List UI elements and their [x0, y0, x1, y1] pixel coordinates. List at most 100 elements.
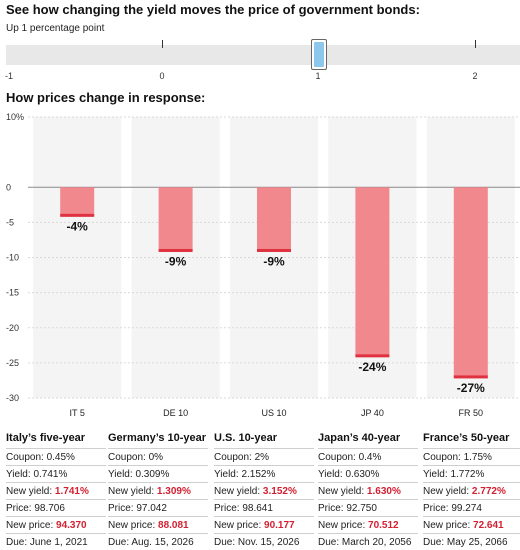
new-yield-label: New yield: — [214, 486, 261, 497]
coupon-row: Coupon: 2% — [214, 448, 314, 465]
new-yield-value: 2.772% — [471, 486, 506, 497]
new-price-row: New price: 72.641 — [423, 516, 520, 533]
due-label: Due: — [6, 537, 28, 548]
slider-value-label: Up 1 percentage point — [6, 23, 105, 34]
price-label: Price: — [6, 503, 32, 514]
new-yield-label: New yield: — [423, 486, 470, 497]
due-label: Due: — [318, 537, 340, 548]
due-row: Due: Aug. 15, 2026 — [108, 533, 208, 550]
new-price-value: 94.370 — [56, 520, 87, 531]
new-yield-value: 1.741% — [54, 486, 89, 497]
x-tick-label: US 10 — [261, 408, 286, 418]
bond-title: Germany’s 10-year — [108, 432, 207, 444]
bar-end-marker — [257, 248, 291, 252]
due-row: Due: May 25, 2066 — [423, 533, 520, 550]
bond-title: France’s 50-year — [423, 432, 510, 444]
data-label: -9% — [263, 254, 285, 268]
bond-column-us: U.S. 10-year Coupon: 2% Yield: 2.152% Ne… — [214, 428, 314, 550]
yield-row: Yield: 1.772% — [423, 465, 520, 482]
new-price-value: 72.641 — [473, 520, 504, 531]
price-label: Price: — [423, 503, 449, 514]
bond-column-italy: Italy’s five-year Coupon: 0.45% Yield: 0… — [6, 428, 106, 550]
bond-title: Japan’s 40-year — [318, 432, 401, 444]
yield-label: Yield: — [423, 469, 448, 480]
new-price-row: New price: 90.177 — [214, 516, 314, 533]
x-tick-label: IT 5 — [70, 408, 85, 418]
price-row: Price: 98.706 — [6, 499, 106, 516]
yield-row: Yield: 2.152% — [214, 465, 314, 482]
price-label: Price: — [108, 503, 134, 514]
due-value: Aug. 15, 2026 — [131, 537, 194, 548]
yield-label: Yield: — [6, 469, 31, 480]
due-row: Due: June 1, 2021 — [6, 533, 106, 550]
yield-value: 2.152% — [241, 469, 276, 480]
slider-tick-label: 0 — [159, 71, 165, 81]
new-price-label: New price: — [6, 520, 54, 531]
y-tick-label: -10 — [6, 253, 19, 263]
data-label: -27% — [457, 381, 485, 395]
bar-end-marker — [453, 375, 488, 379]
bond-title: Italy’s five-year — [6, 432, 86, 444]
yield-row: Yield: 0.741% — [6, 465, 106, 482]
coupon-label: Coupon: — [108, 452, 146, 463]
new-yield-value: 1.309% — [156, 486, 191, 497]
price-label: Price: — [214, 503, 240, 514]
new-yield-label: New yield: — [318, 486, 365, 497]
new-price-row: New price: 88.081 — [108, 516, 208, 533]
slider-handle-fill — [314, 42, 324, 67]
due-row: Due: Nov. 15, 2026 — [214, 533, 314, 550]
price-row: Price: 99.274 — [423, 499, 520, 516]
new-yield-value: 1.630% — [366, 486, 401, 497]
due-value: June 1, 2021 — [29, 537, 88, 548]
bar-end-marker — [60, 213, 95, 217]
due-value: May 25, 2066 — [446, 537, 508, 548]
data-label: -4% — [67, 219, 89, 233]
data-label: -24% — [358, 360, 386, 374]
new-yield-row: New yield: 1.630% — [318, 482, 418, 499]
yield-value: 0.309% — [135, 469, 170, 480]
due-label: Due: — [423, 537, 445, 548]
due-value: Nov. 15, 2026 — [237, 537, 300, 548]
bar — [453, 187, 488, 377]
new-yield-label: New yield: — [6, 486, 53, 497]
coupon-value: 1.75% — [463, 452, 492, 463]
coupon-label: Coupon: — [214, 452, 252, 463]
x-tick-label: DE 10 — [163, 408, 188, 418]
new-price-label: New price: — [423, 520, 471, 531]
new-price-row: New price: 94.370 — [6, 516, 106, 533]
coupon-label: Coupon: — [318, 452, 356, 463]
price-value: 98.706 — [34, 503, 65, 514]
coupon-row: Coupon: 1.75% — [423, 448, 520, 465]
price-row: Price: 98.641 — [214, 499, 314, 516]
y-tick-label: -30 — [6, 393, 19, 403]
coupon-row: Coupon: 0.4% — [318, 448, 418, 465]
x-tick-label: FR 50 — [459, 408, 484, 418]
bond-column-japan: Japan’s 40-year Coupon: 0.4% Yield: 0.63… — [318, 428, 418, 550]
new-yield-value: 3.152% — [262, 486, 297, 497]
bar — [257, 187, 291, 251]
coupon-row: Coupon: 0.45% — [6, 448, 106, 465]
slider-tick-label: 1 — [315, 71, 321, 81]
new-yield-row: New yield: 1.309% — [108, 482, 208, 499]
price-label: Price: — [318, 503, 344, 514]
slider-tick-mark — [162, 40, 163, 48]
coupon-value: 0.4% — [358, 452, 382, 463]
price-value: 98.641 — [242, 503, 273, 514]
slider-tick-mark — [475, 40, 476, 48]
y-tick-label: -20 — [6, 323, 19, 333]
yield-row: Yield: 0.309% — [108, 465, 208, 482]
price-row: Price: 92.750 — [318, 499, 418, 516]
coupon-label: Coupon: — [6, 452, 44, 463]
bar-end-marker — [355, 354, 390, 358]
new-price-label: New price: — [214, 520, 262, 531]
new-price-value: 90.177 — [264, 520, 295, 531]
price-value: 97.042 — [136, 503, 167, 514]
new-price-value: 70.512 — [368, 520, 399, 531]
coupon-value: 2% — [254, 452, 270, 463]
yield-value: 0.741% — [33, 469, 68, 480]
yield-slider-handle[interactable] — [311, 39, 327, 70]
y-tick-label: 10% — [6, 112, 24, 122]
price-value: 99.274 — [451, 503, 482, 514]
yield-slider-track[interactable] — [6, 45, 520, 65]
bar — [355, 187, 390, 356]
